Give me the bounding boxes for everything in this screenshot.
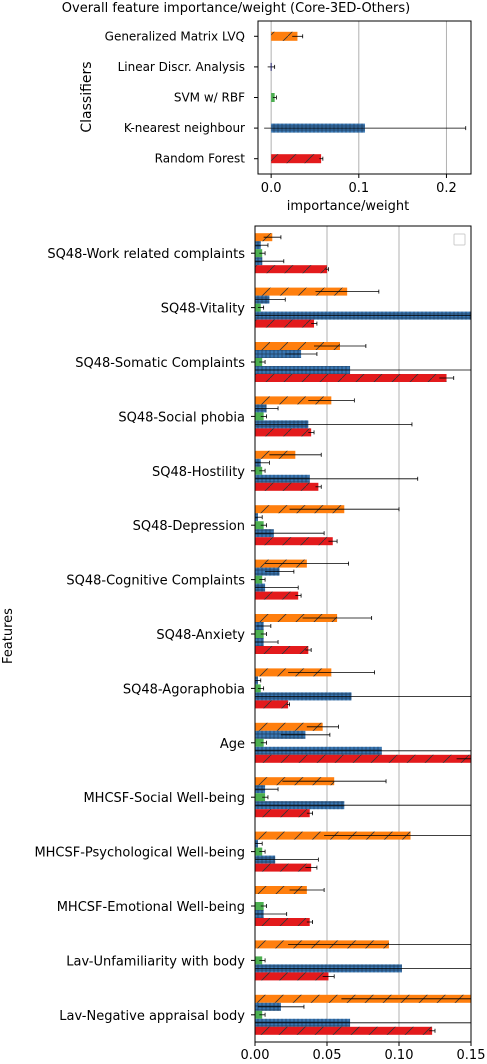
top-plot-frame xyxy=(257,20,472,175)
bottom-bars xyxy=(255,233,471,1035)
top-category-label: SVM w/ RBF xyxy=(174,91,245,105)
top-category-label: Random Forest xyxy=(155,152,246,166)
bottom-x-tick-label: 0.15 xyxy=(457,1048,486,1063)
bottom-bar xyxy=(255,902,264,910)
top-gridlines xyxy=(270,21,447,174)
bottom-bar xyxy=(255,575,263,584)
bottom-bar-hatch xyxy=(255,287,348,296)
bottom-y-axis-label: Features xyxy=(1,608,16,664)
bottom-bar xyxy=(255,847,263,856)
bottom-category-label: Lav-Unfamiliarity with body xyxy=(66,954,245,969)
bottom-category-label: SQ48-Somatic Complaints xyxy=(75,356,245,371)
bottom-bar-hatch xyxy=(255,809,310,818)
bottom-bar-hatch xyxy=(255,482,319,491)
bottom-bar-hatch xyxy=(255,350,302,358)
top-x-tick-label: 0.1 xyxy=(348,181,369,196)
bottom-bar-hatch xyxy=(255,319,315,328)
bottom-bar-hatch xyxy=(255,754,471,763)
bottom-bar xyxy=(255,412,264,421)
bottom-bar xyxy=(255,466,263,475)
bottom-bar-hatch xyxy=(255,863,312,872)
bottom-bar-hatch xyxy=(255,591,299,600)
bottom-bar-hatch xyxy=(255,396,332,405)
bottom-category-label: SQ48-Agoraphobia xyxy=(123,682,245,697)
bottom-category-label: SQ48-Hostility xyxy=(152,465,245,480)
bottom-bar-hatch xyxy=(255,374,447,382)
top-chart-title: Overall feature importance/weight (Core-… xyxy=(62,1,410,16)
feature-importance-chart: 0.00 0.05 0.10 0.15 SQ48-Work related compla… xyxy=(1,225,485,1063)
top-bars xyxy=(264,31,467,164)
bottom-bar-hatch xyxy=(255,722,323,731)
bottom-x-tick-label: 0.05 xyxy=(313,1048,342,1063)
bottom-category-label: MHCSF-Psychological Well-being xyxy=(34,846,245,861)
top-x-axis-label: importance/weight xyxy=(287,199,409,214)
bottom-category-label: SQ48-Work related complaints xyxy=(47,247,245,262)
top-tick-labels: 0.0 0.1 0.2 Generalized Matrix LVQ Linear Di… xyxy=(105,29,457,196)
bottom-bar-hatch xyxy=(255,614,338,622)
legend-box xyxy=(453,233,466,246)
bottom-bar-hatch xyxy=(255,646,309,654)
bottom-category-label: SQ48-Vitality xyxy=(161,302,246,317)
bottom-bar-hatch xyxy=(255,700,289,709)
bottom-bar-hatch xyxy=(255,972,329,981)
bottom-category-label: SQ48-Cognitive Complaints xyxy=(66,574,245,589)
bottom-bar-hatch xyxy=(255,342,340,350)
bottom-bar-hatch xyxy=(255,265,327,274)
bottom-bar-hatch xyxy=(255,537,333,546)
top-x-tick-label: 0.0 xyxy=(261,181,282,196)
bottom-bar xyxy=(255,738,264,747)
bottom-bar xyxy=(255,793,266,802)
bottom-category-label: SQ48-Social phobia xyxy=(118,410,245,425)
top-category-label: Generalized Matrix LVQ xyxy=(105,29,245,43)
top-category-label: Linear Discr. Analysis xyxy=(118,60,245,74)
top-bar-hatch xyxy=(271,31,298,41)
bottom-tick-labels: 0.00 0.05 0.10 0.15 SQ48-Work related compla… xyxy=(34,247,485,1063)
bottom-x-tick-label: 0.10 xyxy=(385,1048,414,1063)
bottom-category-label: Age xyxy=(220,737,245,752)
bottom-bar-hatch xyxy=(255,1026,433,1035)
bottom-category-label: Lav-Negative appraisal body xyxy=(59,1009,245,1024)
bottom-bar xyxy=(255,521,264,530)
bottom-bar-hatch xyxy=(255,918,310,926)
top-bar-hatch xyxy=(271,154,322,164)
bottom-bar xyxy=(255,358,263,366)
top-category-label: K-nearest neighbour xyxy=(124,121,245,135)
classifier-importance-chart: Overall feature importance/weight (Core-… xyxy=(62,1,472,214)
bottom-category-label: SQ48-Depression xyxy=(133,519,245,534)
bottom-bar-hatch xyxy=(255,886,307,894)
top-y-axis-label: Classifiers xyxy=(79,61,95,132)
bottom-bar xyxy=(255,249,263,258)
bottom-category-label: MHCSF-Social Well-being xyxy=(83,791,245,806)
bottom-category-label: SQ48-Anxiety xyxy=(156,628,245,643)
bottom-bar xyxy=(255,956,263,965)
bottom-bar-hatch xyxy=(255,428,312,437)
bottom-x-tick-label: 0.00 xyxy=(241,1048,270,1063)
top-x-tick-label: 0.2 xyxy=(436,181,457,196)
bottom-bar-hatch xyxy=(255,730,306,739)
bottom-bar xyxy=(255,630,264,638)
bottom-bar xyxy=(255,1010,263,1019)
bottom-category-label: MHCSF-Emotional Well-being xyxy=(57,900,245,915)
